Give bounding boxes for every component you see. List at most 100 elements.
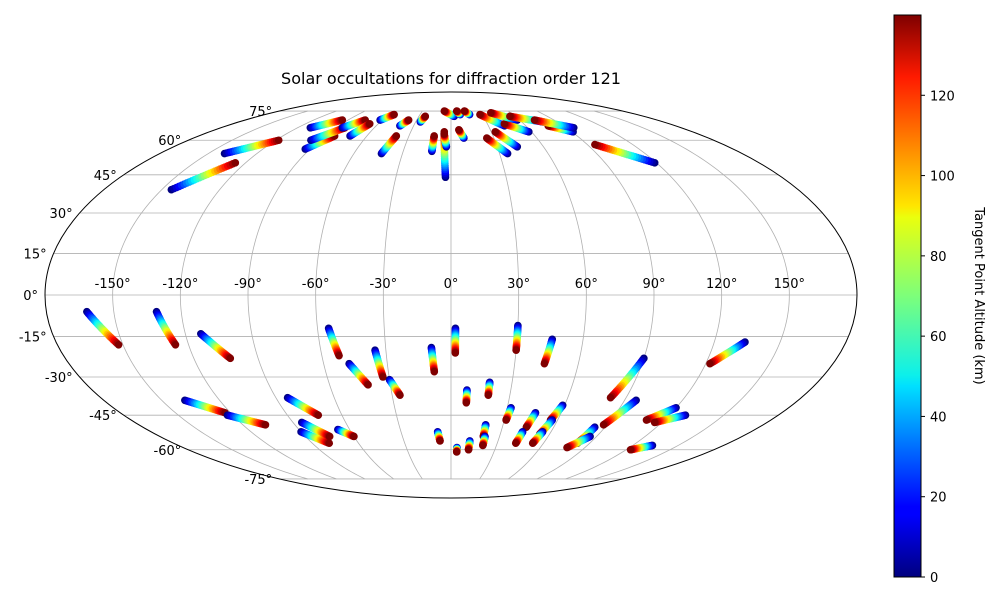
track-point xyxy=(563,443,571,452)
occultation-track xyxy=(297,418,334,441)
occultation-track xyxy=(599,396,640,429)
track-point xyxy=(452,448,461,456)
occultation-track xyxy=(502,403,515,424)
latitude-tick-label: 60° xyxy=(158,134,181,149)
longitude-tick-label: 30° xyxy=(507,277,530,292)
track-point xyxy=(530,116,539,124)
occultation-track xyxy=(346,120,374,140)
track-point xyxy=(114,340,123,349)
occultation-track xyxy=(606,354,648,402)
occultation-track xyxy=(428,132,438,156)
longitude-tick-label: -150° xyxy=(95,277,131,292)
occultation-track xyxy=(479,432,489,450)
track-point xyxy=(476,110,484,119)
longitude-tick-labels: -150° -120° -90° -60° -30° 0° 30° 60° 90° 120° 150… xyxy=(95,277,805,292)
latitude-tick-label: -30° xyxy=(45,371,73,386)
track-point xyxy=(261,421,270,429)
longitude-tick-label: 90° xyxy=(642,277,665,292)
occultation-track xyxy=(522,408,540,431)
occultation-track xyxy=(181,396,229,417)
occultation-track xyxy=(451,324,460,357)
latitude-tick-label: -15° xyxy=(19,331,47,346)
longitude-tick-label: 60° xyxy=(575,277,598,292)
track-point xyxy=(430,132,438,140)
track-point xyxy=(379,373,387,381)
track-point xyxy=(231,159,240,167)
track-point xyxy=(706,359,714,368)
latitude-tick-label: 75° xyxy=(249,105,272,120)
occultation-track xyxy=(500,120,533,136)
grid-meridian xyxy=(479,110,520,480)
occultation-track xyxy=(464,437,474,454)
colorbar-tick-label: 80 xyxy=(930,250,947,265)
track-point xyxy=(484,391,493,399)
track-point xyxy=(626,445,635,454)
latitude-tick-label: 0° xyxy=(23,289,38,304)
track-point xyxy=(338,116,347,124)
track-point xyxy=(396,391,404,399)
track-point xyxy=(314,411,323,419)
grid-meridian xyxy=(382,110,423,480)
longitude-tick-label: -120° xyxy=(162,277,198,292)
colorbar-gradient xyxy=(893,14,922,578)
track-point xyxy=(502,416,510,424)
colorbar: 0 20 40 60 80 100 120 Tangent Point Altitude (… xyxy=(893,14,986,586)
track-point xyxy=(392,132,401,140)
track-point xyxy=(528,439,537,448)
occultation-track xyxy=(396,116,413,130)
occultation-tracks xyxy=(83,107,749,456)
track-point xyxy=(479,441,487,450)
occultation-track xyxy=(306,116,347,132)
track-point xyxy=(512,346,520,355)
track-point xyxy=(642,416,651,424)
track-point xyxy=(365,120,374,128)
occultation-track xyxy=(455,125,468,142)
track-point xyxy=(436,437,444,445)
track-point xyxy=(440,130,448,138)
track-point xyxy=(606,393,615,402)
map-boundary xyxy=(44,91,858,499)
occultation-track xyxy=(440,130,451,151)
occultation-track xyxy=(460,107,474,119)
latitude-tick-label: -75° xyxy=(244,473,272,488)
occultation-track xyxy=(385,375,404,399)
longitude-tick-label: 0° xyxy=(444,277,459,292)
occultation-track xyxy=(83,307,123,349)
colorbar-label: Tangent Point Altitude (km) xyxy=(971,206,986,384)
longitude-tick-label: -90° xyxy=(234,277,262,292)
occultation-track xyxy=(440,107,459,121)
longitude-tick-label: 150° xyxy=(774,277,805,292)
track-point xyxy=(455,125,463,134)
track-point xyxy=(591,140,599,149)
occultation-track xyxy=(540,335,557,368)
occultation-track xyxy=(650,411,690,427)
occultation-track xyxy=(530,116,578,132)
track-point xyxy=(460,107,469,115)
occultation-track xyxy=(223,411,270,429)
latitude-tick-label: 30° xyxy=(50,207,73,222)
grid-meridian xyxy=(112,110,308,480)
latitude-tick-label: -45° xyxy=(89,409,117,424)
latitude-tick-label: 15° xyxy=(24,247,47,262)
chart-title: Solar occultations for diffraction order… xyxy=(281,69,621,88)
colorbar-tick-label: 40 xyxy=(930,410,947,425)
occultation-track xyxy=(324,324,343,360)
occultation-track xyxy=(528,428,547,448)
track-point xyxy=(364,381,372,389)
occultation-track xyxy=(345,359,372,389)
occultation-track xyxy=(433,428,444,445)
track-point xyxy=(511,439,520,448)
colorbar-ticks: 0 20 40 60 80 100 120 xyxy=(921,89,955,586)
occultation-track xyxy=(152,307,180,349)
occultation-track xyxy=(167,159,240,194)
track-point xyxy=(325,439,334,448)
longitude-tick-label: -60° xyxy=(302,277,330,292)
colorbar-tick-label: 60 xyxy=(930,330,947,345)
occultation-track xyxy=(452,107,465,119)
occultation-track xyxy=(512,321,522,355)
track-point xyxy=(599,421,608,429)
occultation-track xyxy=(377,132,401,158)
occultation-track xyxy=(297,428,334,448)
colorbar-tick-label: 100 xyxy=(930,170,955,185)
latitude-tick-label: -60° xyxy=(154,444,182,459)
